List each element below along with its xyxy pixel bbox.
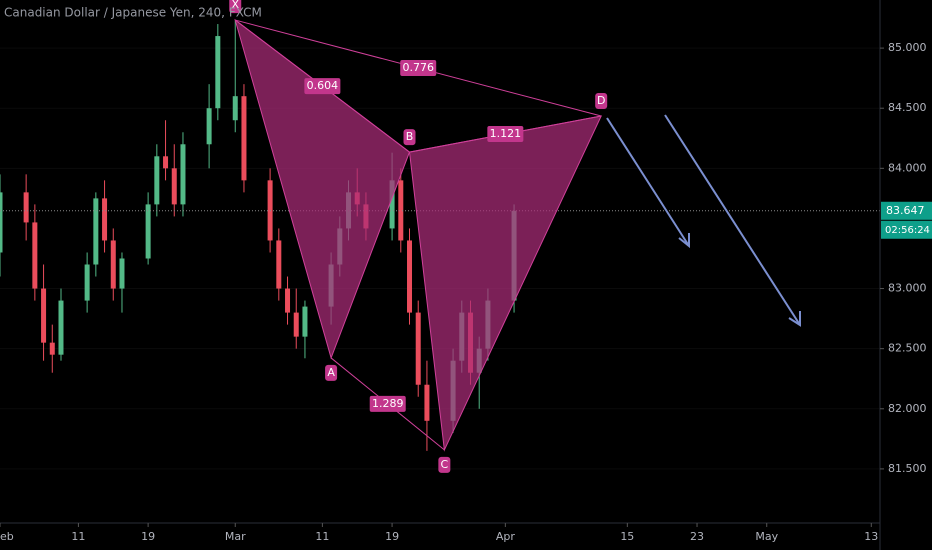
pattern-layer: 0.604 0.776 1.121 1.289 X A B C D [229,0,608,473]
chart-title: Canadian Dollar / Japanese Yen, 240, FXC… [4,6,262,20]
y-tick-label: 81.500 [888,462,927,475]
last-price-label: 83.647 [886,204,925,217]
ratio-box [304,78,341,95]
point-box [438,456,451,473]
y-tick-label: 85.000 [888,41,927,54]
x-tick-label: Mar [225,530,246,543]
x-tick-label: 11 [71,530,85,543]
ratio-box [487,126,524,143]
candle-body [407,240,413,313]
ratio-label: 1.121 [490,127,522,140]
candle-body [84,264,90,301]
arrow [606,117,690,247]
x-tick-label: Apr [496,530,516,543]
candle-body [180,144,186,205]
y-tick-label: 82.500 [888,342,927,355]
point-label: X [231,0,239,11]
x-tick-label: 23 [690,530,704,543]
candle-body [398,180,404,241]
candle-body [163,156,169,169]
point-label: C [441,458,449,471]
candle-body [23,192,29,223]
candle-body [215,36,221,109]
x-tick-label: May [755,530,778,543]
arrow-head [678,233,690,249]
countdown-label: 02:56:24 [885,225,930,236]
point-box [403,129,416,146]
point-label: D [597,94,605,107]
forecast-arrows [606,114,801,327]
point-label: B [406,130,414,143]
arrow [664,114,801,326]
candle-body [110,240,116,289]
y-tick-label: 83.000 [888,282,927,295]
ratio-label: 0.604 [307,79,339,92]
x-tick-label: 19 [141,530,155,543]
x-tick-label: 11 [315,530,329,543]
candle-body [285,288,291,313]
candle-body [302,306,308,337]
x-tick-label: 19 [385,530,399,543]
point-box [325,364,338,381]
ratio-label: 1.289 [372,397,404,410]
last-price-box [881,201,932,220]
candle-body [145,204,151,259]
candle-body [424,384,430,421]
countdown-box [881,220,932,239]
candle-body [49,342,55,355]
candle-body [93,198,99,265]
candle-body [241,96,247,181]
point-box [595,93,608,110]
candle-body [58,300,64,355]
point-box [229,0,242,14]
candle-body [415,312,421,385]
candle-body [0,192,3,253]
x-tick-label: 13 [864,530,878,543]
candle-body [293,312,299,337]
axes-layer: 85.000 84.500 84.000 83.000 82.500 82.000 81.5… [0,41,932,543]
y-tick-label: 84.000 [888,161,927,174]
point-label: A [327,366,335,379]
candle-body [119,258,125,289]
candle-body [171,168,177,205]
candle-body [276,240,282,289]
y-tick-label: 82.000 [888,402,927,415]
ratio-box [369,395,406,412]
candle-body [206,108,212,145]
candle-body [389,180,395,229]
candle-body [41,288,47,343]
x-tick-label: eb [0,530,14,543]
candle-body [232,96,238,121]
arrow-head [788,311,801,327]
x-tick-label: 15 [620,530,634,543]
ratio-label: 0.776 [402,61,434,74]
ratio-box [400,60,437,77]
candle-body [102,198,108,241]
candle-body [154,156,160,205]
y-tick-label: 84.500 [888,101,927,114]
candle-body [32,222,38,289]
